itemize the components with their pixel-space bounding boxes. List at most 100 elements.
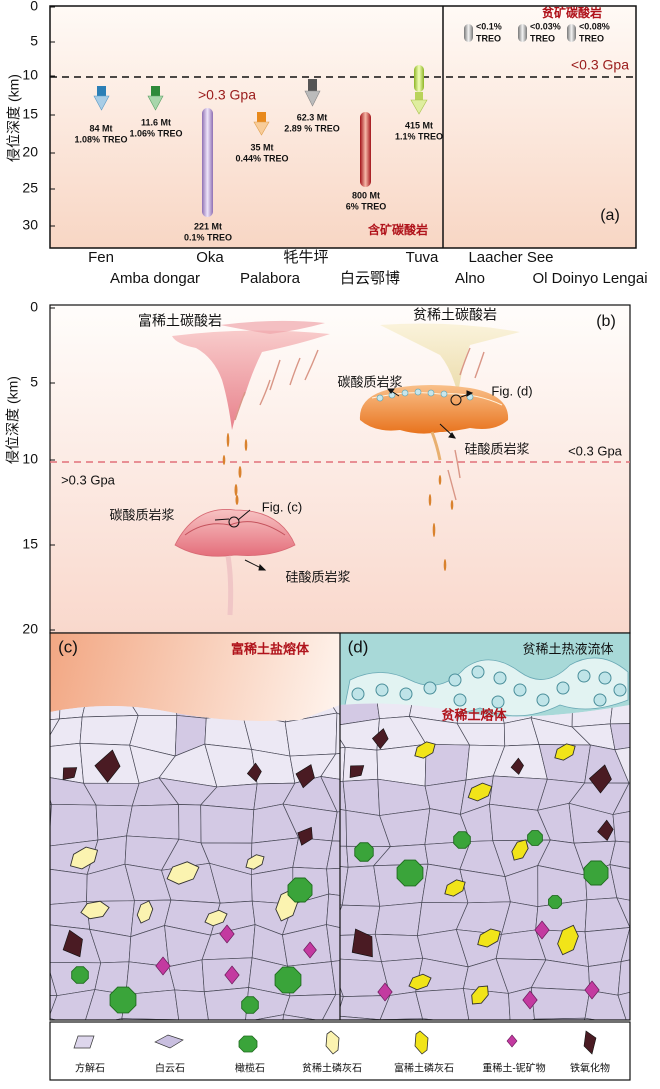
fe-oxide [246,762,262,782]
tonnage: 800 Mt [352,190,380,200]
bubble [375,683,389,697]
ore-group: 含矿碳酸岩 [368,222,428,237]
grain [652,778,660,809]
y-tick-label: 20 [22,144,38,160]
apatite [245,854,265,870]
olivine [548,895,562,909]
grain [50,776,52,811]
fe-oxide [371,728,389,750]
fe-oxide [295,764,315,789]
y-ticks: 0 5 10 15 20 [22,299,55,637]
grain [620,927,630,963]
hree-nb-mineral [303,941,317,959]
grain [326,893,340,936]
y-tick-label: 10 [22,451,38,467]
grain [203,987,250,1020]
grain [50,716,83,748]
bubble [399,687,413,701]
locality: Tuva [406,249,439,266]
legend-label: 白云石 [155,1062,185,1075]
panel-d: (d) 贫稀土热液流体 贫稀土熔体 [340,633,660,1020]
bubble [513,683,527,697]
locality: Amba dongar [110,270,200,287]
grain [342,778,380,816]
fe-oxide [351,928,373,958]
bubble [448,673,462,687]
y-tick-label: 0 [30,299,38,315]
y-tick-label: 10 [22,67,38,83]
apatite [204,909,228,927]
poor-carbonatite: 贫稀土碳酸岩 [413,307,497,323]
grain [609,864,630,907]
tonnage: 62.3 Mt [297,112,328,122]
apatite [444,879,466,897]
fe-oxide [588,764,612,794]
locality: 白云鄂博 [340,270,400,287]
grain [616,897,630,937]
grain [609,722,630,751]
panel-frame [49,304,631,634]
bubble [593,693,607,707]
grain [126,804,180,840]
apatite [69,846,99,870]
panel-c: (c) 富稀土盐熔体 [50,633,340,1020]
panel-a: 侵位深度 (km) 0 5 10 15 20 25 30 >0.3 Gpa <0.3 Gpa… [6,0,648,287]
grain [50,803,99,847]
olivine [71,966,89,984]
hree-nb-mineral [224,965,240,985]
locality: Laacher See [468,249,553,266]
apatite [136,900,154,924]
y-axis-title: 侵位深度 (km) [6,74,22,162]
poor-system [359,323,520,571]
grain [341,865,381,907]
apatite [557,924,579,956]
grain [609,703,630,725]
grain [200,804,255,844]
olivine [583,860,609,886]
hree-nb-mineral [534,920,550,940]
grain [50,989,96,1020]
fig-ref: Fig. (c) [262,499,302,514]
callout-arrows [214,388,474,571]
grain [244,1014,284,1020]
legend-label: 橄榄石 [235,1062,265,1075]
grain [379,1018,423,1020]
y-ticks: 0 5 10 15 20 25 30 [22,0,55,233]
tonnage: 11.6 Mt [141,117,171,127]
bubble [453,693,467,707]
panel-label: (c) [58,637,78,656]
fe-oxide [62,929,83,958]
fig-ref: Fig. (d) [491,383,532,398]
panel-label: (a) [600,207,620,224]
apatite [511,839,529,861]
y-tick-label: 15 [22,536,38,552]
grade: 1.08% TREO [74,134,127,144]
hree-nb-mineral [219,924,235,944]
tonnage: 221 Mt [194,221,222,231]
olivine [109,986,137,1014]
panel-label: (b) [596,313,616,330]
grain [331,809,340,843]
y-tick-label: 15 [22,106,38,122]
barren-group: 贫矿碳酸岩 [542,5,602,20]
fluid-label: 贫稀土热液流体 [522,641,613,656]
legend: 方解石 白云石 橄榄石 贫稀土磷灰石 富稀土磷灰石 重稀土-铌矿物 铁氧化物 [49,1021,631,1081]
unit: TREO [476,33,501,43]
grain [50,904,51,927]
locality: Palabora [240,270,301,287]
grain [326,866,340,899]
grain [584,990,629,1020]
pressure-high: >0.3 Gpa [61,472,116,487]
hree-nb-mineral [377,982,393,1002]
grain [612,806,630,845]
y-tick-label: 25 [22,180,38,196]
pressure-high: >0.3 Gpa [198,87,256,103]
grain [652,717,660,752]
olivine [527,830,543,846]
pressure-low: <0.3 Gpa [571,57,629,73]
grain [326,840,340,870]
bubble [493,671,507,685]
y-tick-label: 0 [30,0,38,14]
